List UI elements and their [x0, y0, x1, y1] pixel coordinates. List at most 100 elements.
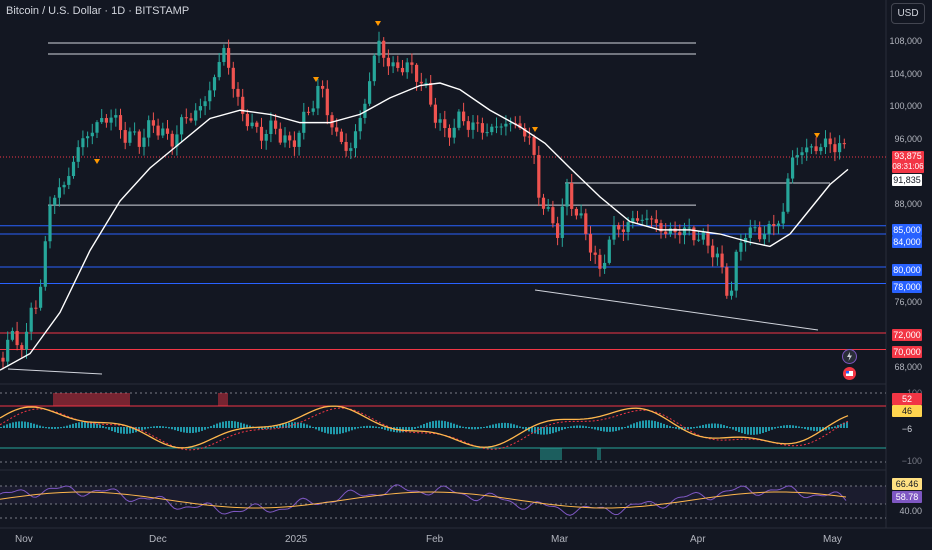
oscillator-histogram-bar	[729, 427, 731, 429]
candle-body	[349, 148, 353, 151]
candle-body	[118, 115, 123, 131]
oscillator-histogram-bar	[474, 427, 476, 430]
candle-body	[76, 147, 80, 162]
candle-body	[659, 223, 663, 232]
oscillator-histogram-bar	[198, 427, 200, 432]
currency-button[interactable]: USD	[891, 3, 925, 24]
candle-body	[711, 245, 715, 258]
oscillator-histogram-bar	[18, 421, 20, 428]
oscillator-histogram-bar	[600, 427, 602, 431]
candle-body	[786, 178, 790, 212]
candle-body	[335, 127, 339, 132]
candle-body	[71, 161, 76, 177]
oscillator-histogram-bar	[177, 427, 179, 432]
oscillator-histogram-bar	[288, 422, 290, 428]
candle-body	[184, 117, 188, 119]
candle-body	[739, 242, 743, 252]
candle-body	[800, 152, 804, 156]
candle-body	[100, 118, 104, 123]
candle-body	[767, 223, 771, 235]
candle-body	[10, 330, 14, 340]
oscillator-histogram-bar	[123, 427, 125, 434]
lightning-icon[interactable]	[842, 349, 857, 364]
symbol-title[interactable]: Bitcoin / U.S. Dollar · 1D · BITSTAMP	[6, 5, 190, 17]
oscillator-histogram-bar	[111, 427, 113, 432]
candle-body	[222, 47, 226, 63]
oscillator-histogram-bar	[93, 422, 95, 428]
candle-body	[527, 136, 531, 138]
candle-body	[805, 147, 809, 153]
oscillator-histogram-bar	[786, 425, 788, 428]
oscillator-histogram-bar	[312, 426, 314, 428]
oscillator-histogram-bar	[147, 427, 149, 429]
oscillator-histogram-bar	[564, 427, 566, 430]
candle-body	[259, 126, 264, 141]
oscillator-histogram-bar	[390, 427, 392, 432]
candle-body	[29, 307, 33, 332]
candle-body	[626, 222, 630, 232]
price-axis-label: 108,000	[889, 36, 922, 46]
candle-body	[560, 206, 564, 238]
oscillator-histogram-bar	[57, 427, 59, 429]
candle-body	[368, 81, 372, 104]
oscillator-histogram-bar	[708, 423, 710, 428]
oscillator-histogram-bar	[324, 427, 326, 433]
candle-body	[410, 62, 414, 65]
oscillator-histogram-bar	[99, 424, 101, 428]
oscillator-histogram-bar	[531, 427, 533, 433]
oscillator-histogram-bar	[513, 424, 515, 428]
oscillator-histogram-bar	[315, 427, 317, 430]
candle-body	[189, 118, 193, 121]
oscillator-histogram-bar	[642, 420, 644, 428]
us-flag-events-icon[interactable]	[843, 367, 856, 380]
candle-body	[499, 126, 503, 128]
oscillator-histogram-bar	[237, 421, 239, 428]
oscillator-histogram-bar	[630, 424, 632, 428]
candle-body	[485, 132, 489, 134]
oscillator-histogram-bar	[609, 427, 611, 432]
oscillator-histogram-bar	[717, 423, 719, 428]
oscillator-histogram-bar	[528, 427, 530, 432]
oscillator-histogram-bar	[309, 425, 311, 428]
oscillator-histogram-bar	[105, 427, 107, 429]
level-tag-72000: 72,000	[892, 329, 922, 341]
candle-body	[462, 111, 466, 122]
oscillator-histogram-bar	[486, 426, 488, 428]
oscillator-histogram-bar	[9, 423, 11, 428]
oscillator-histogram-bar	[444, 421, 446, 428]
price-axis-label: 104,000	[889, 69, 922, 79]
oscillator-histogram-bar	[183, 427, 185, 433]
candle-body	[194, 110, 198, 121]
oscillator-histogram-bar	[846, 421, 848, 428]
oscillator-histogram-bar	[114, 427, 116, 433]
candle-body	[217, 62, 221, 78]
candle-body	[833, 144, 837, 153]
oscillator-histogram-bar	[153, 426, 155, 428]
oscillator-histogram-bar	[831, 427, 833, 429]
oscillator-histogram-bar	[3, 425, 5, 428]
oscillator-histogram-bar	[378, 427, 380, 429]
pivot-marker	[532, 127, 538, 132]
oscillator-histogram-bar	[348, 427, 350, 432]
oscillator-histogram-bar	[735, 427, 737, 431]
candle-body	[443, 119, 447, 129]
oscillator-histogram-bar	[261, 427, 263, 430]
candle-body	[504, 123, 508, 127]
candle-body	[678, 232, 682, 236]
price-axis-label: 96,000	[894, 134, 922, 144]
candle-body	[316, 85, 320, 109]
oscillator-histogram-bar	[219, 422, 221, 428]
oscillator-histogram-bar	[207, 427, 209, 429]
candle-body	[758, 227, 762, 240]
oscillator-histogram-bar	[369, 425, 371, 428]
candle-body	[819, 147, 823, 152]
candle-body	[278, 128, 282, 143]
level-tag-78000: 78,000	[892, 281, 922, 293]
candle-body	[546, 207, 550, 209]
oscillator-histogram-bar	[294, 422, 296, 428]
candle-body	[344, 141, 348, 151]
oscillator-histogram-bar	[744, 427, 746, 434]
candle-body	[6, 339, 10, 362]
pivot-marker	[814, 133, 820, 138]
